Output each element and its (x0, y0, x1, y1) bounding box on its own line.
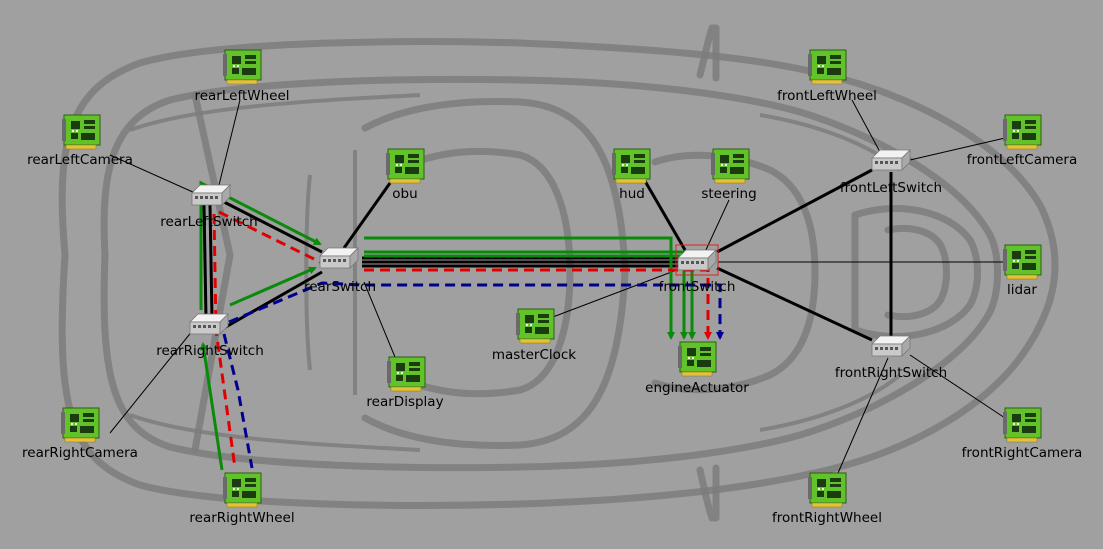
node-frontRightWheel[interactable]: frontRightWheel (772, 472, 882, 526)
node-label: rearSwitch (304, 279, 376, 295)
network-card-icon (515, 308, 555, 344)
node-steering[interactable]: steering (701, 148, 757, 202)
node-label: lidar (1007, 282, 1037, 298)
node-label: frontSwitch (659, 279, 736, 295)
node-label: obu (392, 186, 417, 202)
node-label: rearLeftCamera (27, 152, 133, 168)
node-rearRightCamera[interactable]: rearRightCamera (22, 407, 138, 461)
switch-rearSwitch[interactable]: rearSwitch (304, 247, 376, 295)
network-card-icon (807, 49, 847, 85)
node-label: rearDisplay (366, 394, 443, 410)
node-masterClock[interactable]: masterClock (492, 308, 576, 363)
node-label: engineActuator (645, 380, 749, 396)
node-label: rearRightSwitch (156, 343, 264, 359)
ethernet-switch-icon (191, 184, 231, 206)
node-hud[interactable]: hud (611, 148, 651, 202)
switch-frontSwitch[interactable]: frontSwitch (659, 249, 736, 295)
switch-rearLeftSwitch[interactable]: rearLeftSwitch (160, 184, 258, 230)
node-label: frontRightSwitch (835, 365, 947, 381)
node-frontLeftWheel[interactable]: frontLeftWheel (777, 49, 877, 104)
node-rearRightWheel[interactable]: rearRightWheel (189, 472, 295, 526)
node-rearLeftCamera[interactable]: rearLeftCamera (27, 114, 133, 168)
node-lidar[interactable]: lidar (1002, 244, 1042, 298)
node-obu[interactable]: obu (385, 148, 425, 202)
selection-box (675, 244, 719, 276)
network-card-icon (60, 407, 100, 443)
network-card-icon (1002, 244, 1042, 280)
ethernet-switch-icon (871, 149, 911, 171)
node-frontLeftCamera[interactable]: frontLeftCamera (967, 114, 1078, 168)
node-label: hud (619, 186, 645, 202)
ethernet-switch-icon (871, 335, 911, 357)
switch-frontLeftSwitch[interactable]: frontLeftSwitch (840, 149, 942, 196)
ethernet-switch-icon (189, 313, 229, 335)
network-card-icon (222, 472, 262, 508)
switch-rearRightSwitch[interactable]: rearRightSwitch (156, 313, 264, 359)
ethernet-switch-icon (677, 249, 717, 271)
network-card-icon (1002, 114, 1042, 150)
node-rearLeftWheel[interactable]: rearLeftWheel (194, 49, 290, 104)
node-label: rearLeftSwitch (160, 214, 257, 230)
network-card-icon (611, 148, 651, 184)
thick-links (202, 168, 893, 342)
node-label: frontLeftWheel (777, 88, 877, 104)
network-card-icon (385, 148, 425, 184)
network-card-icon (1002, 407, 1042, 443)
node-engineActuator[interactable]: engineActuator (645, 341, 749, 396)
network-card-icon (710, 148, 750, 184)
flow-blue (222, 281, 724, 469)
flow-red (212, 210, 712, 469)
network-card-icon (807, 472, 847, 508)
node-label: frontRightCamera (962, 445, 1083, 461)
network-card-icon (222, 49, 262, 85)
node-label: frontLeftCamera (967, 152, 1078, 168)
ethernet-switch-icon (319, 247, 359, 269)
node-label: frontLeftSwitch (840, 180, 942, 196)
node-label: frontRightWheel (772, 510, 882, 526)
traffic-flows (199, 180, 724, 471)
node-label: steering (701, 186, 756, 202)
node-label: masterClock (492, 347, 576, 363)
node-frontRightCamera[interactable]: frontRightCamera (962, 407, 1083, 461)
node-label: rearRightWheel (189, 510, 294, 526)
switch-frontRightSwitch[interactable]: frontRightSwitch (835, 335, 947, 381)
node-rearDisplay[interactable]: rearDisplay (366, 356, 444, 410)
network-card-icon (677, 341, 717, 377)
network-card-icon (61, 114, 101, 150)
node-label: rearRightCamera (22, 445, 138, 461)
thin-links (109, 99, 1006, 474)
node-label: rearLeftWheel (194, 88, 289, 104)
network-card-icon (386, 356, 426, 392)
